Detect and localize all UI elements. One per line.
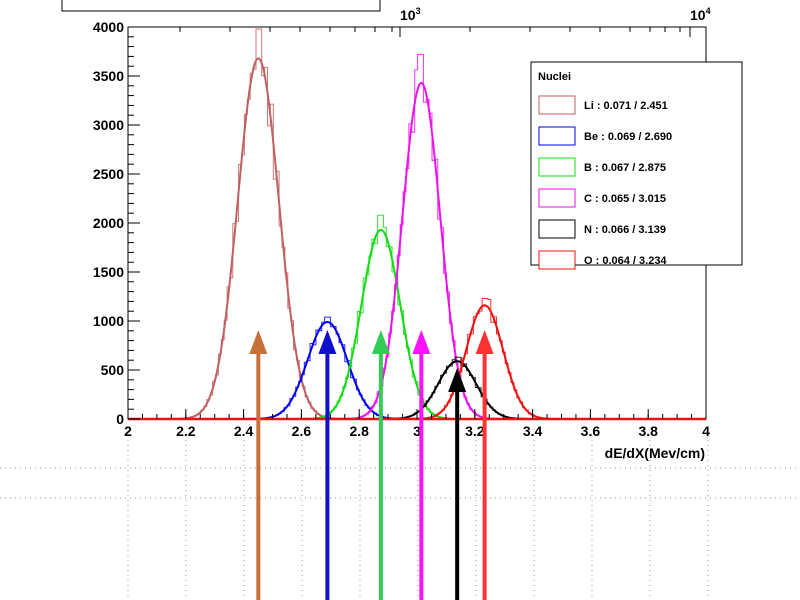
x-tick-label-9: 3.8 [638, 423, 658, 439]
y-tick-label-1: 500 [101, 362, 125, 378]
legend-label-2: B : 0.067 / 2.875 [584, 162, 666, 174]
arrow-head-1 [318, 330, 337, 354]
arrow-4 [448, 368, 467, 600]
x-tick-label-6: 3.2 [465, 423, 485, 439]
x-tick-label-4: 2.8 [349, 423, 369, 439]
x-tick-label-10: 4 [702, 423, 710, 439]
y-tick-label-2: 1000 [93, 313, 124, 329]
arrow-5 [475, 330, 494, 600]
legend-item-5: O : 0.064 / 3.234 [538, 250, 667, 270]
legend-swatch-5 [538, 250, 576, 270]
y-tick-label-3: 1500 [93, 264, 124, 280]
top-tick-base-10000: 10 [690, 7, 706, 23]
y-tick-label-4: 2000 [93, 215, 124, 231]
arrow-0 [249, 330, 268, 600]
top-tick-label-10000: 104 [690, 6, 711, 23]
series-5 [401, 298, 568, 420]
legend-swatch-3 [538, 188, 576, 208]
legend-item-1: Be : 0.069 / 2.690 [538, 126, 672, 146]
legend-swatch-4 [538, 219, 576, 239]
legend: Nuclei Li : 0.071 / 2.451 Be : 0.069 / 2.… [530, 61, 743, 270]
x-tick-label-5: 3 [413, 423, 421, 439]
legend-swatch-2 [538, 157, 576, 177]
arrow-3 [412, 330, 431, 600]
arrow-head-4 [448, 368, 467, 392]
arrow-head-2 [371, 330, 390, 354]
x-tick-label-3: 2.6 [292, 423, 312, 439]
x-tick-label-2: 2.4 [234, 423, 254, 439]
y-tick-label-0: 0 [116, 411, 124, 427]
series-3 [336, 53, 506, 420]
top-tick-label-1000: 103 [400, 6, 421, 23]
arrow-2 [371, 330, 390, 600]
y-tick-label-6: 3000 [93, 117, 124, 133]
y-tick-label-5: 2500 [93, 166, 124, 182]
stat-box-right [560, 0, 800, 4]
arrow-1 [318, 330, 337, 600]
x-axis-title: dE/dX(Mev/cm) [605, 445, 705, 461]
legend-item-3: C : 0.065 / 3.015 [538, 188, 666, 208]
series-0 [166, 28, 351, 420]
y-tick-label-8: 4000 [93, 19, 124, 35]
fit-curve-2 [293, 228, 468, 420]
legend-items: Li : 0.071 / 2.451 Be : 0.069 / 2.690 B : … [538, 95, 672, 270]
fit-curve-3 [336, 81, 506, 420]
arrow-head-5 [475, 330, 494, 354]
legend-header: Nuclei [538, 71, 571, 83]
x-tick-label-7: 3.4 [523, 423, 543, 439]
stat-box [61, 0, 381, 12]
top-tick-exp-1000: 3 [416, 6, 421, 16]
x-tick-label-8: 3.6 [581, 423, 601, 439]
top-tick-exp-10000: 4 [706, 6, 711, 16]
fit-curve-5 [401, 304, 568, 420]
fit-curve-0 [166, 57, 351, 420]
legend-label-5: O : 0.064 / 3.234 [584, 255, 667, 267]
legend-label-4: N : 0.066 / 3.139 [584, 224, 666, 236]
x-tick-label-0: 2 [124, 423, 132, 439]
legend-label-3: C : 0.065 / 3.015 [584, 193, 666, 205]
legend-item-4: N : 0.066 / 3.139 [538, 219, 666, 239]
legend-swatch-1 [538, 126, 576, 146]
x-tick-label-1: 2.2 [176, 423, 196, 439]
axes: 2 2.2 2.4 2.6 2.8 3 3.2 3.4 3.6 3.8 4 0 500 1000 1500 2… [93, 19, 710, 439]
top-tick-base-1000: 10 [400, 7, 416, 23]
arrow-head-3 [412, 330, 431, 354]
y-tick-label-7: 3500 [93, 68, 124, 84]
legend-item-2: B : 0.067 / 2.875 [538, 157, 666, 177]
legend-swatch-0 [538, 95, 576, 115]
legend-item-0: Li : 0.071 / 2.451 [538, 95, 668, 115]
arrow-head-0 [249, 330, 268, 354]
arrows-layer [249, 330, 494, 600]
legend-label-1: Be : 0.069 / 2.690 [584, 131, 672, 143]
legend-label-0: Li : 0.071 / 2.451 [584, 100, 668, 112]
dotted-grid [0, 440, 800, 600]
